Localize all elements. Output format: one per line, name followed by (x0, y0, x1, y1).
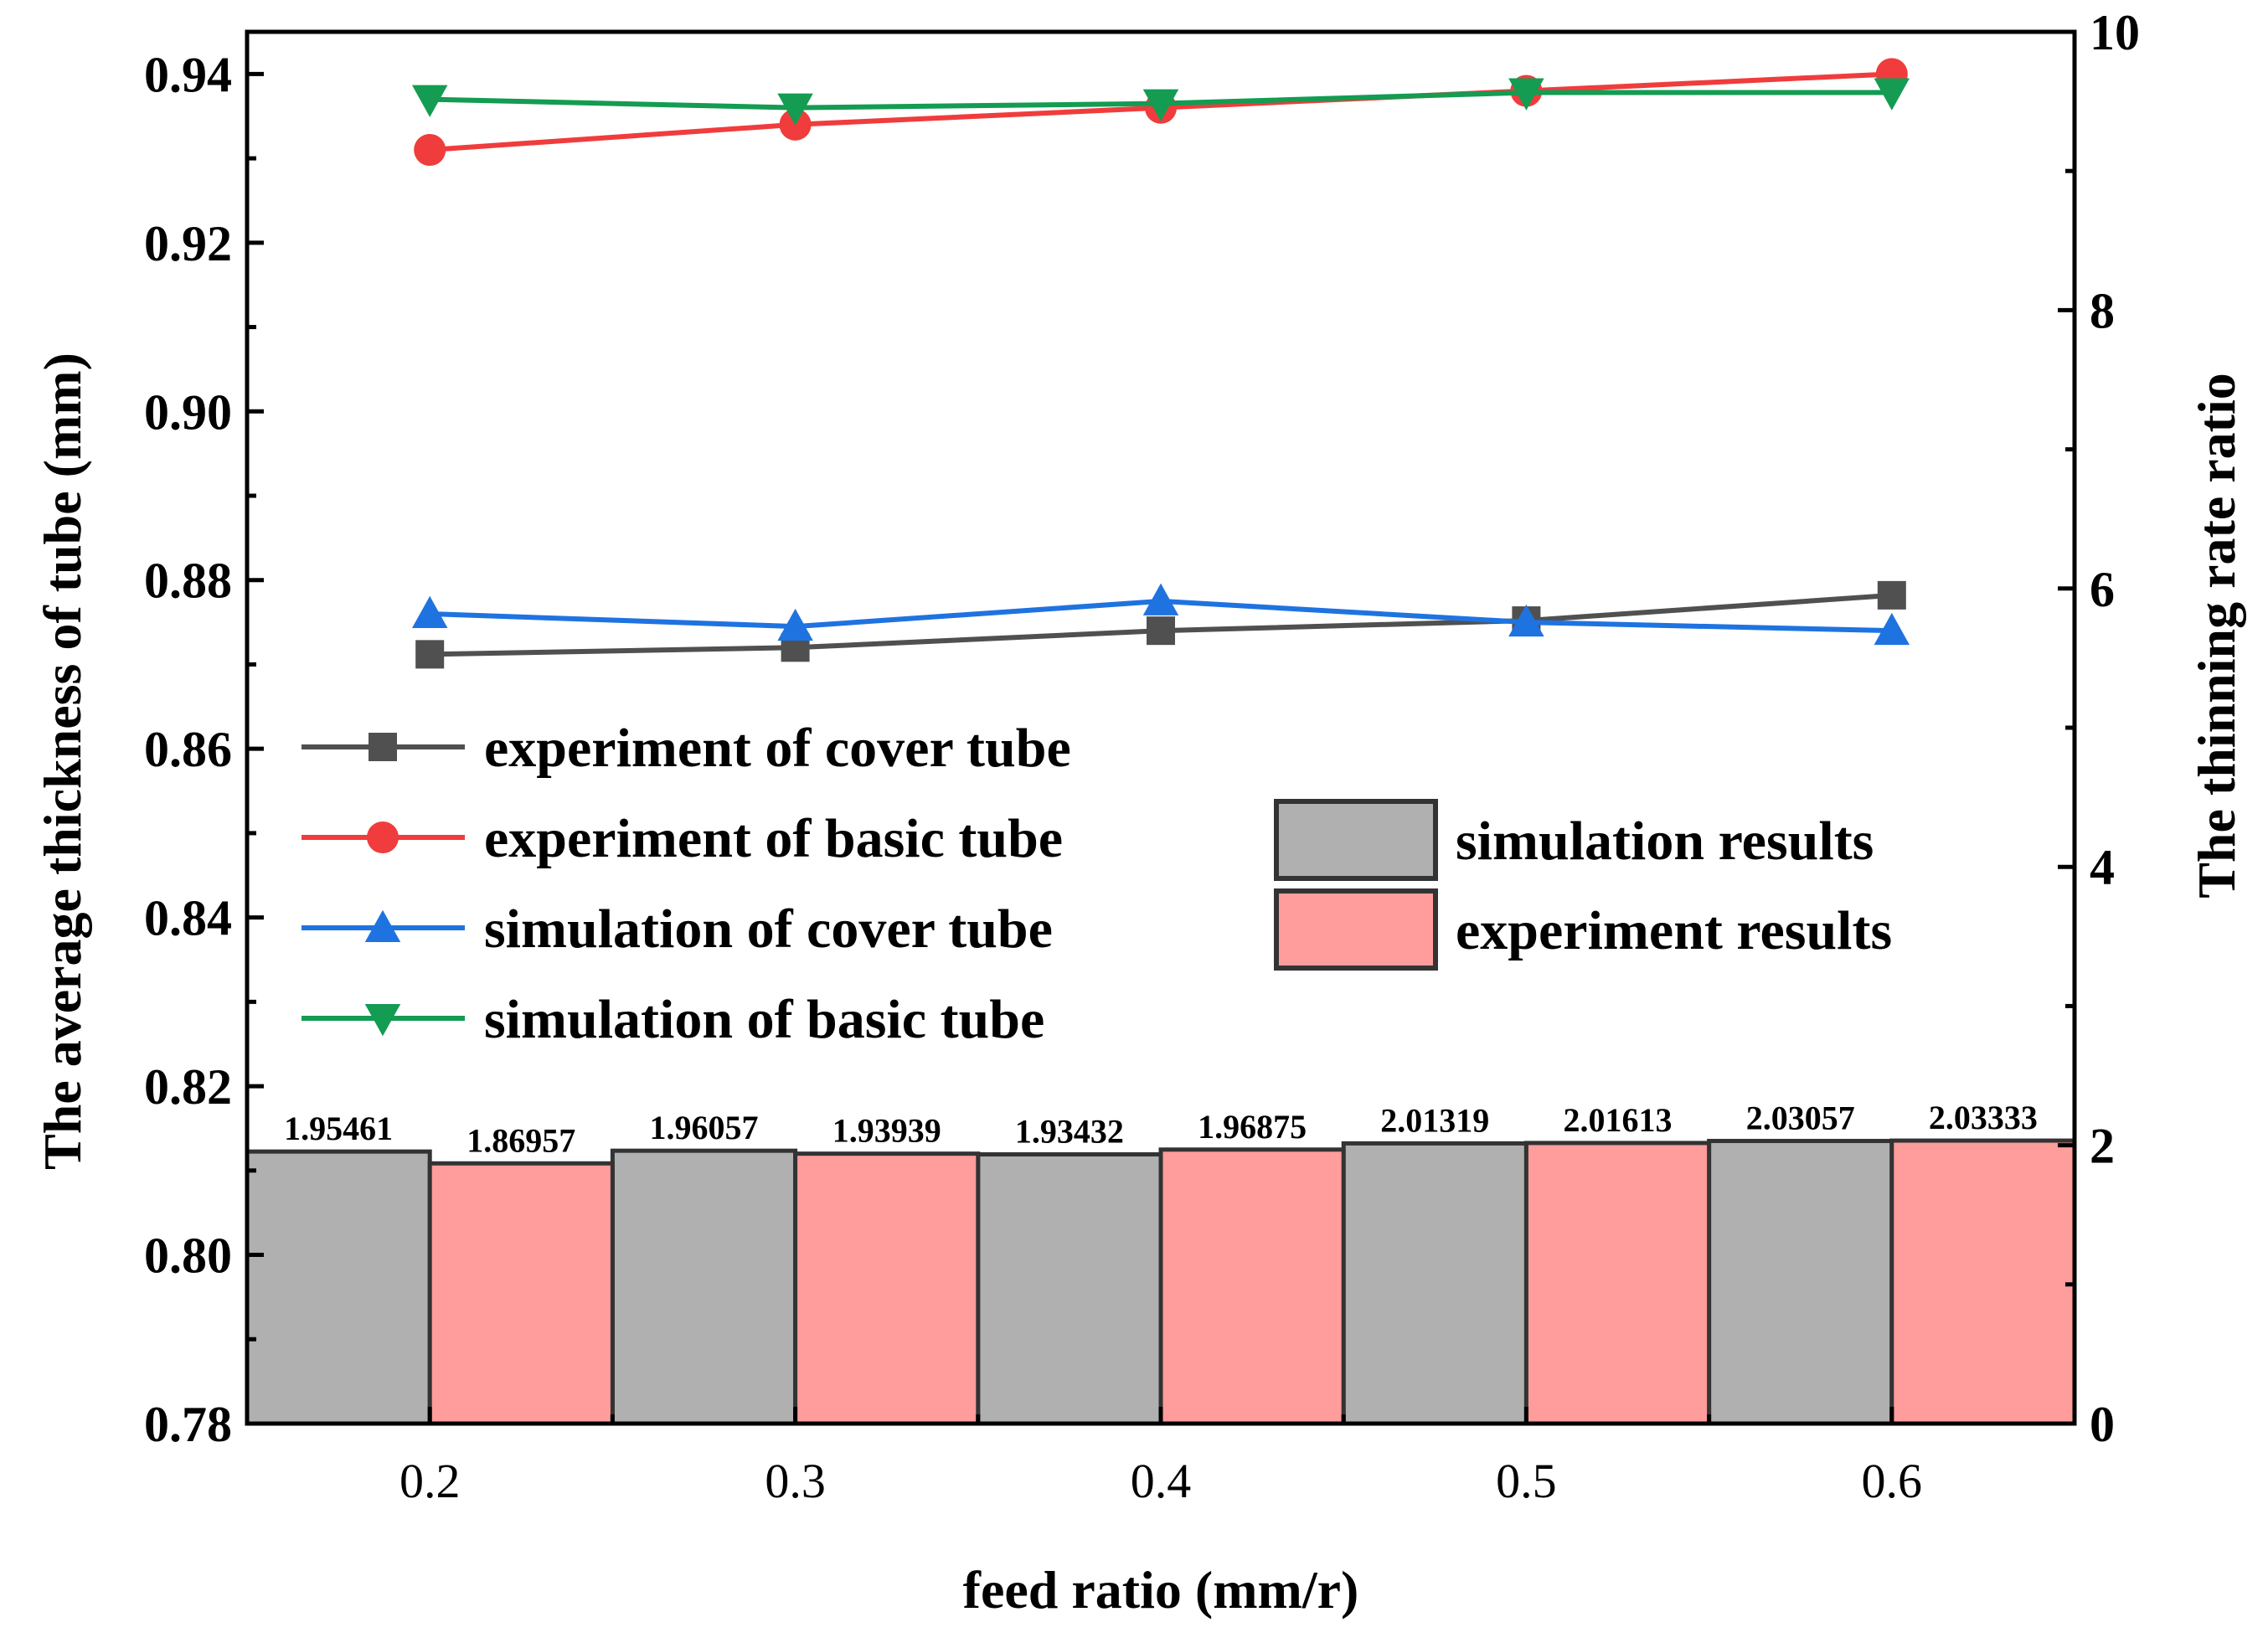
axes-layer: 0.78 0.80 0.82 0.84 0.86 0.88 0.90 0.92 0.94 0 2 4 6… (144, 5, 2140, 1508)
series-3-point-0.4 (1142, 89, 1179, 121)
legend-marker (364, 1004, 401, 1037)
bar-simulation-0.3 (610, 1148, 798, 1426)
bars-layer: 1.95461 1.96057 1.93432 2.01319 2.03057 1.869… (245, 1099, 2077, 1426)
legend-label: experiment of cover tube (484, 718, 1071, 779)
series-2-point-0.6 (1874, 612, 1910, 646)
y-axis-left-title: The average thickness of tube (mm) (33, 353, 92, 1170)
y-right-tick-label: 0 (2090, 1397, 2115, 1452)
y-left-tick-label: 0.78 (144, 1397, 232, 1452)
legend-label: experiment results (1456, 900, 1892, 961)
bar-experiment-0.3 (793, 1151, 981, 1426)
x-tick-label: 0.2 (399, 1454, 461, 1508)
y-right-tick-label: 10 (2090, 5, 2140, 60)
x-tick-label: 0.4 (1131, 1454, 1192, 1508)
y-left-tick-label: 0.80 (144, 1228, 232, 1284)
series-3-point-0.6 (1874, 78, 1910, 111)
legend-marker (369, 733, 397, 761)
series-2-point-0.5 (1508, 604, 1544, 637)
bar-value-label: 1.96057 (650, 1109, 759, 1146)
series-0-point-0.2 (415, 640, 445, 669)
y-left-tick-label: 0.90 (144, 384, 232, 440)
x-tick-label: 0.3 (765, 1454, 826, 1508)
series-3-point-0.5 (1508, 78, 1544, 111)
bar-value-label: 2.03333 (1929, 1099, 2038, 1136)
y-left-tick-label: 0.82 (144, 1059, 232, 1115)
bar-value-label: 2.01319 (1380, 1101, 1489, 1139)
bar-experiment-0.4 (1158, 1147, 1346, 1426)
legend-marker (366, 821, 399, 854)
y-left-tick-label: 0.84 (144, 891, 232, 946)
y-right-tick-label: 4 (2090, 840, 2115, 895)
series-2-point-0.3 (777, 608, 813, 641)
legend-label: simulation of basic tube (484, 989, 1044, 1050)
bar-simulation-0.6 (1707, 1139, 1894, 1426)
legend-bar-swatch (1274, 888, 1438, 971)
bar-value-label: 1.86957 (466, 1121, 575, 1159)
series-1-point-0.2 (414, 133, 446, 167)
legend-label: simulation of cover tube (484, 899, 1053, 960)
bar-simulation-0.4 (976, 1152, 1163, 1426)
series-0-point-0.4 (1147, 616, 1175, 646)
x-tick-label: 0.6 (1862, 1454, 1923, 1508)
bar-value-label: 1.93432 (1015, 1113, 1124, 1151)
series-2-point-0.2 (411, 595, 448, 629)
series-2-point-0.4 (1142, 583, 1179, 615)
legend-marker (364, 909, 401, 942)
legend: experiment of cover tube experiment of ba… (302, 718, 1892, 1050)
y-right-tick-label: 2 (2090, 1119, 2115, 1174)
y-left-tick-label: 0.92 (144, 216, 232, 271)
y-axis-right-title: The thinning rate ratio (2187, 373, 2246, 899)
lines-layer (411, 58, 1910, 669)
bar-experiment-0.6 (1889, 1138, 2077, 1426)
x-axis-title: feed ratio (mm/r) (963, 1560, 1359, 1620)
bar-value-label: 2.01613 (1564, 1101, 1673, 1139)
y-left-tick-label: 0.94 (144, 47, 232, 102)
bar-simulation-0.5 (1341, 1141, 1528, 1426)
bar-simulation-0.2 (245, 1149, 432, 1426)
bar-experiment-0.5 (1523, 1141, 1712, 1426)
series-0-point-0.6 (1877, 580, 1906, 610)
legend-label: experiment of basic tube (484, 808, 1063, 869)
y-right-tick-label: 8 (2090, 283, 2115, 338)
bar-value-label: 1.93939 (832, 1112, 941, 1150)
bar-value-label: 2.03057 (1746, 1100, 1855, 1137)
y-right-tick-label: 6 (2090, 562, 2115, 617)
y-left-tick-label: 0.88 (144, 554, 232, 609)
bar-value-label: 1.96875 (1198, 1108, 1307, 1146)
bar-experiment-0.2 (427, 1161, 615, 1426)
legend-bar-swatch (1274, 799, 1438, 881)
y-left-tick-label: 0.86 (144, 722, 232, 777)
legend-label: simulation results (1456, 811, 1874, 872)
series-3-point-0.2 (411, 85, 448, 117)
x-tick-label: 0.5 (1496, 1454, 1557, 1508)
series-3-point-0.3 (777, 93, 813, 126)
bar-value-label: 1.95461 (284, 1110, 393, 1147)
